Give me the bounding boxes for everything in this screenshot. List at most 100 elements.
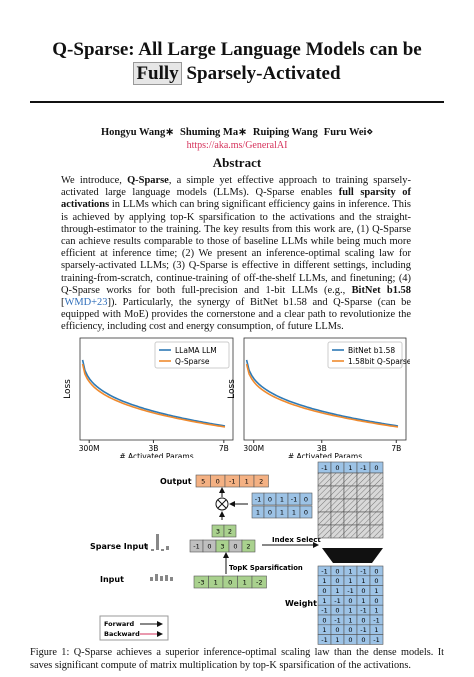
cell-value: 0 <box>228 579 232 587</box>
author: Hongyu Wang∗ <box>100 127 175 138</box>
cell <box>369 634 384 645</box>
cell-value: 1 <box>348 567 352 575</box>
y-axis-label: Loss <box>227 379 237 399</box>
cell-value: 1 <box>374 607 378 615</box>
abstract-text: Q-Sparse <box>127 175 169 186</box>
hatched-cell <box>343 472 358 487</box>
cell-value: -1 <box>321 464 327 472</box>
cell-value: 0 <box>335 577 339 585</box>
hatched-cell <box>317 498 332 513</box>
cell-value: -1 <box>321 567 327 575</box>
cell-value: 1 <box>374 626 378 634</box>
cell-value: -1 <box>373 636 379 644</box>
hatched-cell <box>369 485 384 500</box>
icon <box>151 549 154 551</box>
author: Ruiping Wang <box>252 127 318 138</box>
author: Furu Wei⋄ <box>323 127 374 138</box>
hatched-cell <box>356 472 371 487</box>
cell-value: 0 <box>348 626 352 634</box>
title-rest: Sparsely-Activated <box>186 63 341 84</box>
legend-label: LLaMA LLM <box>175 346 217 355</box>
authors: Hongyu Wang∗ Shuming Ma∗ Ruiping Wang Furu … <box>30 126 444 138</box>
title-highlight: Fully <box>133 62 182 85</box>
abstract-text: ]). Particularly, the synergy of BitNet … <box>61 297 411 333</box>
cell <box>299 505 313 519</box>
hatched-cell <box>330 485 345 500</box>
cell-value: 0 <box>322 587 326 595</box>
hatched-cell <box>369 472 384 487</box>
cell-value: 0 <box>216 478 220 486</box>
cell-value: 1 <box>335 636 339 644</box>
abstract-heading: Abstract <box>212 155 262 170</box>
cell-value: 2 <box>228 528 232 536</box>
hatched-cell <box>343 498 358 513</box>
hatched-cell <box>356 498 371 513</box>
cell-value: -1 <box>193 543 199 551</box>
icon <box>170 577 173 581</box>
hatched-cell <box>369 511 384 526</box>
cell-value: 0 <box>374 464 378 472</box>
multiply-sign <box>217 499 227 509</box>
cell-value: 1 <box>335 587 339 595</box>
abstract-text: [ <box>61 297 65 309</box>
icon <box>165 575 168 581</box>
cell-value: 1 <box>214 579 218 587</box>
curve <box>245 363 399 428</box>
cell-value: -1 <box>360 626 366 634</box>
hatched-cell <box>330 472 345 487</box>
icon <box>166 546 169 550</box>
cell-value: 0 <box>335 567 339 575</box>
diagram-label: Forward <box>104 620 134 628</box>
hatched-cell <box>317 511 332 526</box>
legend-box <box>154 341 230 369</box>
cell-value: 0 <box>335 607 339 615</box>
url[interactable]: https://aka.ms/GeneralAI <box>186 140 288 151</box>
x-tick-label: 3B <box>317 444 327 453</box>
cell-value: -1 <box>360 567 366 575</box>
x-axis-label: # Activated Params <box>288 452 362 458</box>
cell-value: 2 <box>259 478 263 486</box>
title-line: Fully Sparsely-Activated <box>30 62 444 86</box>
cell <box>223 524 237 538</box>
icon <box>150 577 153 581</box>
cell-value: 1 <box>280 496 284 504</box>
cell-value: 0 <box>374 567 378 575</box>
cell-value: 1 <box>280 509 284 517</box>
cell-value: -1 <box>360 464 366 472</box>
cell-value: 0 <box>322 616 326 624</box>
abstract-text: full sparsity of activations <box>61 187 411 211</box>
cell-value: 1 <box>292 509 296 517</box>
diagram-label: Input <box>100 575 124 584</box>
diagram-label: Weight <box>285 599 317 608</box>
cell-value: 0 <box>268 509 272 517</box>
cell-value: 1 <box>348 607 352 615</box>
cell-value: 1 <box>243 579 247 587</box>
cell-value: 3 <box>216 528 220 536</box>
cell-value: 1 <box>348 577 352 585</box>
abstract: We introduce, Q-Sparse, a simple yet eff… <box>61 175 411 334</box>
cell-value: 0 <box>233 543 237 551</box>
abstract-text: in LLMs which can bring significant effi… <box>61 199 411 296</box>
cell-value: 1 <box>348 616 352 624</box>
cell-value: -1 <box>360 607 366 615</box>
cell-value: 0 <box>207 543 211 551</box>
cell-value: 0 <box>268 496 272 504</box>
cell-value: 3 <box>220 543 224 551</box>
cell-value: 0 <box>348 597 352 605</box>
hatched-cell <box>369 498 384 513</box>
title-line: Q-Sparse: All Large Language Models can … <box>52 39 422 60</box>
hatched-cell <box>343 485 358 500</box>
cell-value: -1 <box>229 478 235 486</box>
rule <box>30 101 444 103</box>
curve <box>81 363 226 428</box>
diagram-label: Index Select <box>272 536 321 544</box>
legend-label: 1.58bit Q-Sparse <box>348 357 410 366</box>
cell-value: -2 <box>256 579 262 587</box>
abstract-text[interactable]: WMD+23 <box>64 297 108 309</box>
cell-value: 0 <box>304 509 308 517</box>
hatched-cell <box>330 511 345 526</box>
diagram-label: Backward <box>104 630 140 638</box>
hatched-cell <box>330 524 345 539</box>
icon <box>161 549 164 551</box>
